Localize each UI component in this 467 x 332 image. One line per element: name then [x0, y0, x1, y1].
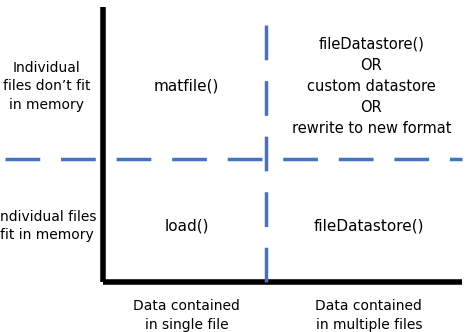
- Text: fileDatastore(): fileDatastore(): [314, 218, 424, 233]
- Text: Individual files
fit in memory: Individual files fit in memory: [0, 209, 97, 242]
- Text: Individual
files don’t fit
in memory: Individual files don’t fit in memory: [3, 61, 91, 112]
- Text: fileDatastore()
OR
custom datastore
OR
rewrite to new format: fileDatastore() OR custom datastore OR r…: [291, 37, 451, 136]
- Text: matfile(): matfile(): [154, 79, 219, 94]
- Text: load(): load(): [164, 218, 209, 233]
- Text: Data contained
in multiple files: Data contained in multiple files: [316, 299, 422, 332]
- Text: Data contained
in single file: Data contained in single file: [134, 299, 240, 332]
